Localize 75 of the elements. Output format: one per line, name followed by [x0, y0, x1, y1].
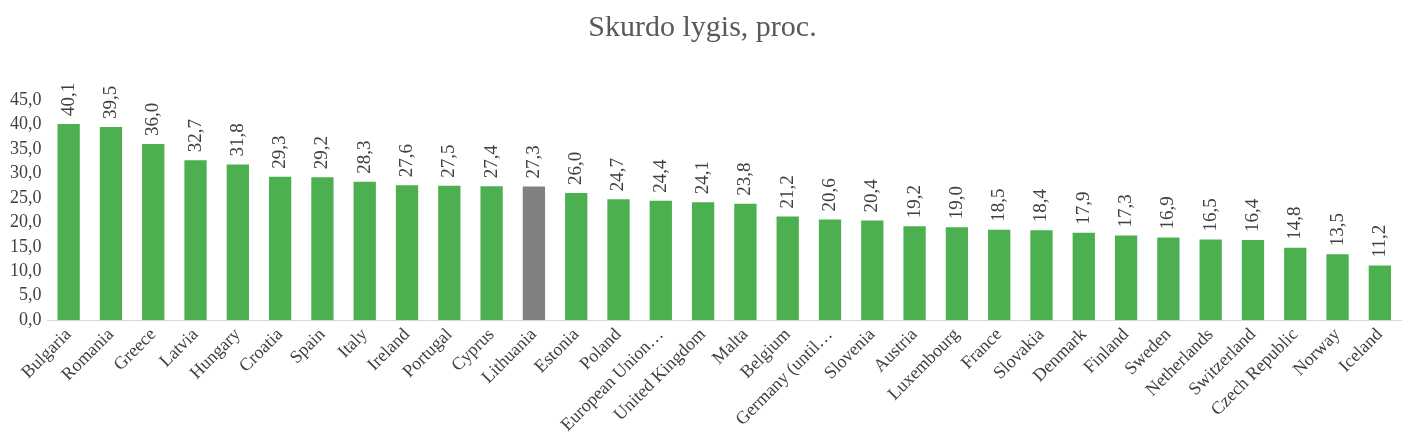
data-label: 24,4	[648, 159, 670, 193]
bar	[565, 192, 588, 321]
data-label: 16,5	[1198, 198, 1220, 232]
bar	[903, 226, 926, 321]
bar	[1241, 239, 1265, 321]
y-tick-label: 35,0	[10, 137, 42, 158]
bar	[1326, 254, 1349, 321]
bar	[861, 220, 884, 321]
data-label: 16,4	[1240, 198, 1262, 232]
y-tick-label: 5,0	[19, 284, 42, 305]
data-label: 31,8	[225, 123, 247, 157]
bar	[1072, 232, 1095, 321]
bar	[395, 185, 419, 321]
data-label: 26,0	[564, 151, 586, 185]
data-label: 24,1	[691, 161, 713, 195]
bar	[57, 123, 80, 321]
bar	[988, 229, 1011, 321]
data-label: 29,3	[268, 135, 290, 169]
bar	[268, 176, 292, 321]
data-label: 16,9	[1156, 196, 1178, 230]
bar	[1030, 230, 1053, 321]
bar	[1114, 235, 1138, 321]
bar	[1199, 239, 1222, 321]
bar	[353, 181, 376, 321]
data-label: 27,4	[479, 144, 501, 179]
y-tick-label: 20,0	[10, 211, 42, 232]
data-label: 19,0	[944, 185, 966, 220]
data-label: 19,2	[902, 185, 924, 219]
data-label: 18,5	[987, 188, 1009, 222]
bar	[649, 200, 672, 321]
bar	[184, 160, 207, 321]
data-label: 13,5	[1325, 212, 1347, 247]
data-label: 29,2	[310, 136, 332, 170]
data-label: 27,3	[521, 145, 543, 179]
bar	[438, 185, 461, 321]
y-tick-label: 40,0	[10, 113, 42, 134]
bar	[776, 216, 799, 321]
data-label: 23,8	[733, 162, 755, 196]
bar	[142, 144, 165, 321]
bar	[818, 219, 842, 321]
data-label: 21,2	[775, 175, 797, 209]
bar	[734, 203, 757, 321]
data-label: 24,7	[606, 158, 628, 192]
data-label: 17,3	[1114, 194, 1136, 228]
bar	[99, 126, 123, 321]
data-label: 14,8	[1283, 206, 1305, 240]
bar	[522, 186, 546, 321]
y-tick-label: 15,0	[10, 235, 42, 256]
bar	[226, 164, 249, 321]
y-tick-label: 45,0	[10, 88, 42, 109]
bar	[607, 199, 630, 321]
bar	[1284, 247, 1307, 321]
data-label: 40,1	[56, 82, 78, 116]
y-tick-label: 10,0	[10, 260, 42, 281]
data-label: 39,5	[98, 85, 120, 119]
data-label: 36,0	[141, 102, 163, 137]
y-tick-label: 0,0	[19, 308, 42, 329]
data-label: 27,5	[437, 144, 459, 178]
y-tick-label: 30,0	[10, 162, 42, 183]
bar	[945, 227, 969, 321]
bar	[480, 186, 503, 321]
data-label: 28,3	[352, 140, 374, 174]
chart-title: Skurdo lygis, proc.	[588, 8, 817, 42]
y-tick-label: 25,0	[10, 186, 42, 207]
data-label: 18,4	[1029, 188, 1051, 223]
bar	[311, 177, 334, 321]
data-label: 27,6	[395, 143, 417, 178]
data-label: 32,7	[183, 118, 205, 153]
data-label: 11,2	[1367, 224, 1389, 258]
data-label: 20,6	[817, 178, 839, 212]
bar	[1157, 237, 1180, 321]
data-label: 17,9	[1071, 191, 1093, 225]
bar	[691, 202, 715, 321]
bar	[1368, 265, 1391, 321]
data-label: 20,4	[860, 178, 882, 213]
